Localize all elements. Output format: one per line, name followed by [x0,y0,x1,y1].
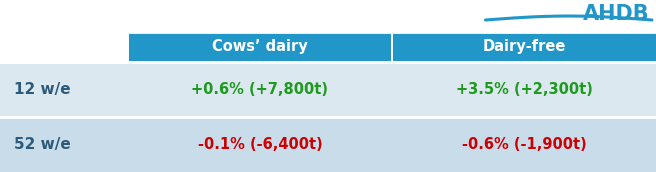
Bar [0,117,656,172]
Bar [393,32,656,62]
Text: 52 w/e: 52 w/e [14,137,71,152]
Text: 12 w/e: 12 w/e [14,82,71,97]
Bar [0,62,656,117]
Bar [129,32,391,62]
Text: AHDB: AHDB [583,4,650,24]
Text: -0.6% (-1,900t): -0.6% (-1,900t) [462,137,586,152]
Text: -0.1% (-6,400t): -0.1% (-6,400t) [197,137,322,152]
Text: +0.6% (+7,800t): +0.6% (+7,800t) [192,82,329,97]
Bar [0,32,128,62]
Text: +3.5% (+2,300t): +3.5% (+2,300t) [455,82,592,97]
Text: Cows’ dairy: Cows’ dairy [212,40,308,55]
Text: Dairy-free: Dairy-free [482,40,565,55]
